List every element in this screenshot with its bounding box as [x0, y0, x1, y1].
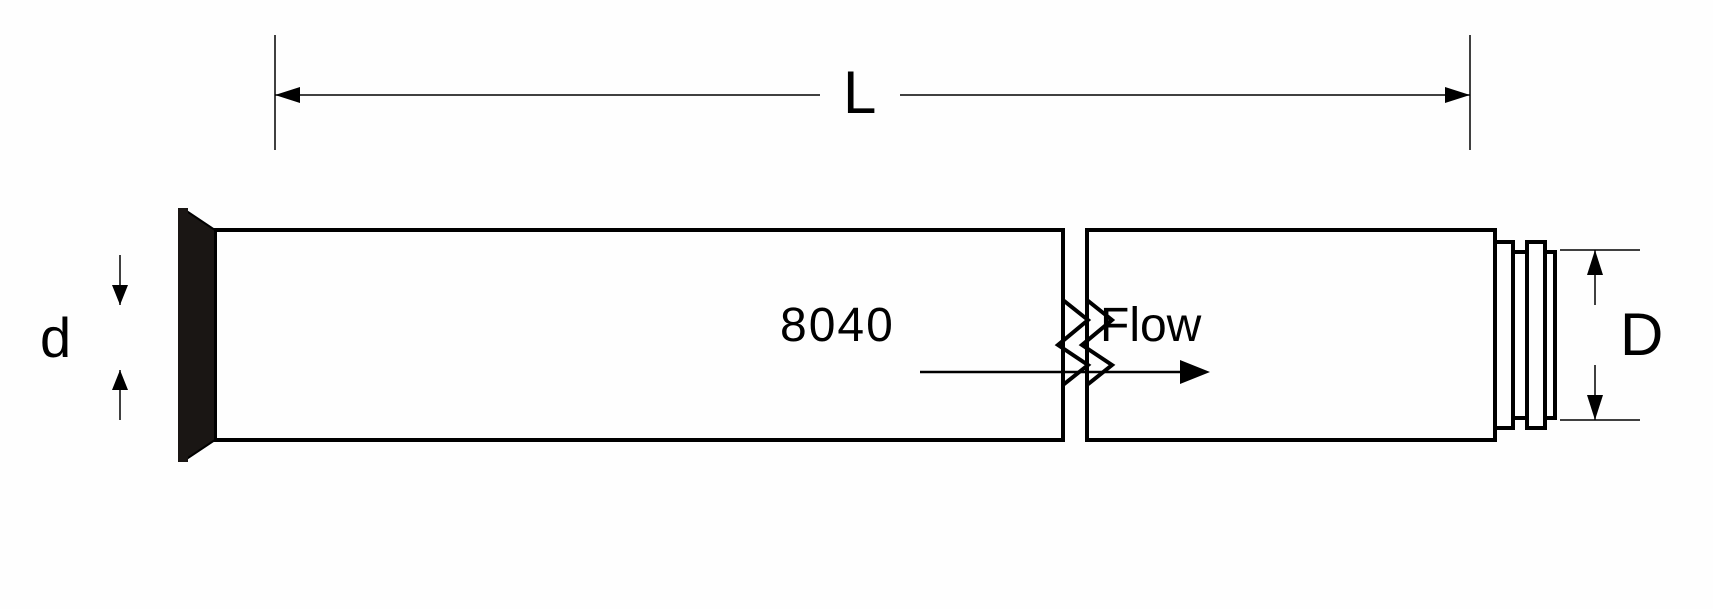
dimension-d: [112, 255, 128, 420]
body-left-segment: [215, 230, 1063, 440]
length-label: L: [843, 58, 876, 127]
flow-label: Flow: [1100, 298, 1201, 353]
diameter-label: D: [1620, 300, 1663, 369]
membrane-diagram: L D d 8040 Flow: [0, 0, 1713, 609]
left-end-cap: [178, 208, 215, 462]
right-end-cap: [1495, 242, 1555, 428]
inner-diameter-label: d: [40, 305, 71, 370]
model-number: 8040: [780, 298, 895, 353]
